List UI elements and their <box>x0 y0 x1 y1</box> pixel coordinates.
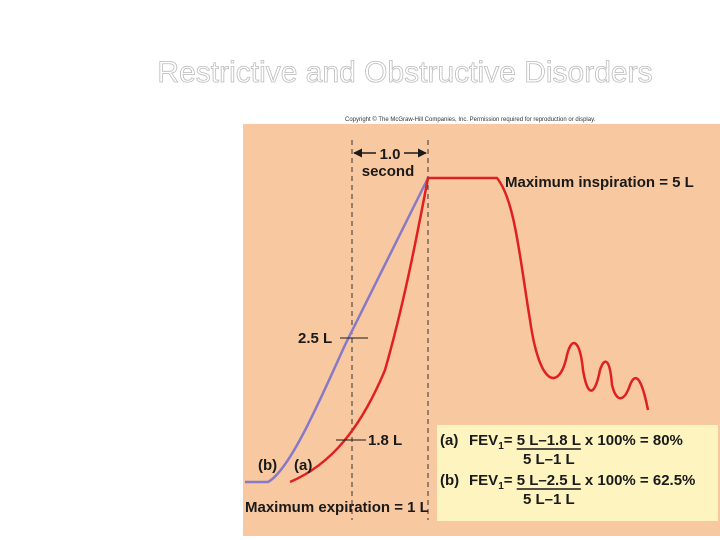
denominator: 5 L–1 L <box>523 451 575 468</box>
max-inspiration: Maximum inspiration = 5 L <box>505 174 694 191</box>
curve-a <box>289 176 650 484</box>
interval-unit: second <box>362 163 415 180</box>
equation-label: (b) <box>440 472 459 489</box>
numerator-prefix: = <box>504 432 517 449</box>
denominator: 5 L–1 L <box>523 491 575 508</box>
numerator: 5 L–1.8 L <box>517 432 581 449</box>
marker-b: 2.5 L <box>298 330 332 347</box>
subscript: 1 <box>498 481 504 492</box>
curve-b <box>245 177 430 484</box>
result: x 100% = 62.5% <box>585 472 696 489</box>
curve-label: (a) <box>294 457 312 474</box>
interval-value: 1.0 <box>380 146 401 163</box>
equation-label: (a) <box>440 432 458 449</box>
numerator: 5 L–2.5 L <box>517 472 581 489</box>
numerator-prefix: = <box>504 472 517 489</box>
term: FEV <box>469 432 498 449</box>
result: x 100% = 80% <box>585 432 683 449</box>
marker-a: 1.8 L <box>368 432 402 449</box>
curve-label: (b) <box>258 457 277 474</box>
copyright: Copyright © The McGraw-Hill Companies, I… <box>345 116 596 123</box>
slide-title: Restrictive and Obstructive Disorders <box>157 56 652 89</box>
term: FEV <box>469 472 498 489</box>
max-expiration: Maximum expiration = 1 L <box>245 499 429 516</box>
equation-box <box>437 425 718 521</box>
subscript: 1 <box>498 441 504 452</box>
